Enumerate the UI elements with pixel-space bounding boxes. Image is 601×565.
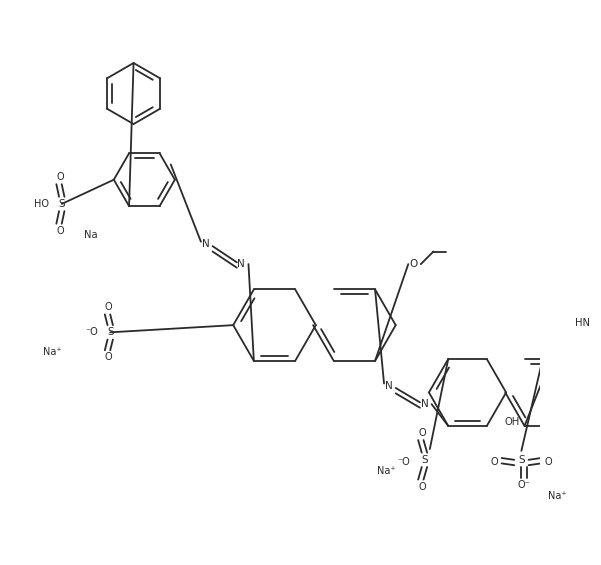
Text: O: O (105, 353, 112, 363)
Text: ⁻O: ⁻O (397, 457, 410, 467)
Text: OH: OH (505, 418, 520, 427)
Text: ⁻O: ⁻O (85, 327, 97, 337)
Text: O⁻: O⁻ (517, 480, 531, 490)
Text: O: O (56, 226, 64, 236)
Text: O: O (419, 428, 427, 438)
Text: Na⁺: Na⁺ (377, 466, 396, 476)
Text: O: O (409, 259, 418, 269)
Text: O: O (56, 172, 64, 182)
Text: N: N (385, 381, 392, 391)
Text: O: O (545, 457, 552, 467)
Text: S: S (421, 455, 428, 465)
Text: S: S (58, 199, 65, 209)
Text: O: O (419, 482, 427, 492)
Text: Na: Na (84, 231, 97, 240)
Text: N: N (237, 259, 245, 269)
Text: Na⁺: Na⁺ (43, 347, 62, 357)
Text: S: S (107, 327, 114, 337)
Text: N: N (201, 240, 209, 249)
Text: HO: HO (34, 199, 49, 209)
Text: O: O (490, 457, 498, 467)
Text: HN: HN (575, 318, 590, 328)
Text: N: N (421, 399, 429, 409)
Text: Na⁺: Na⁺ (548, 491, 567, 501)
Text: S: S (518, 455, 525, 465)
Text: O: O (105, 302, 112, 312)
